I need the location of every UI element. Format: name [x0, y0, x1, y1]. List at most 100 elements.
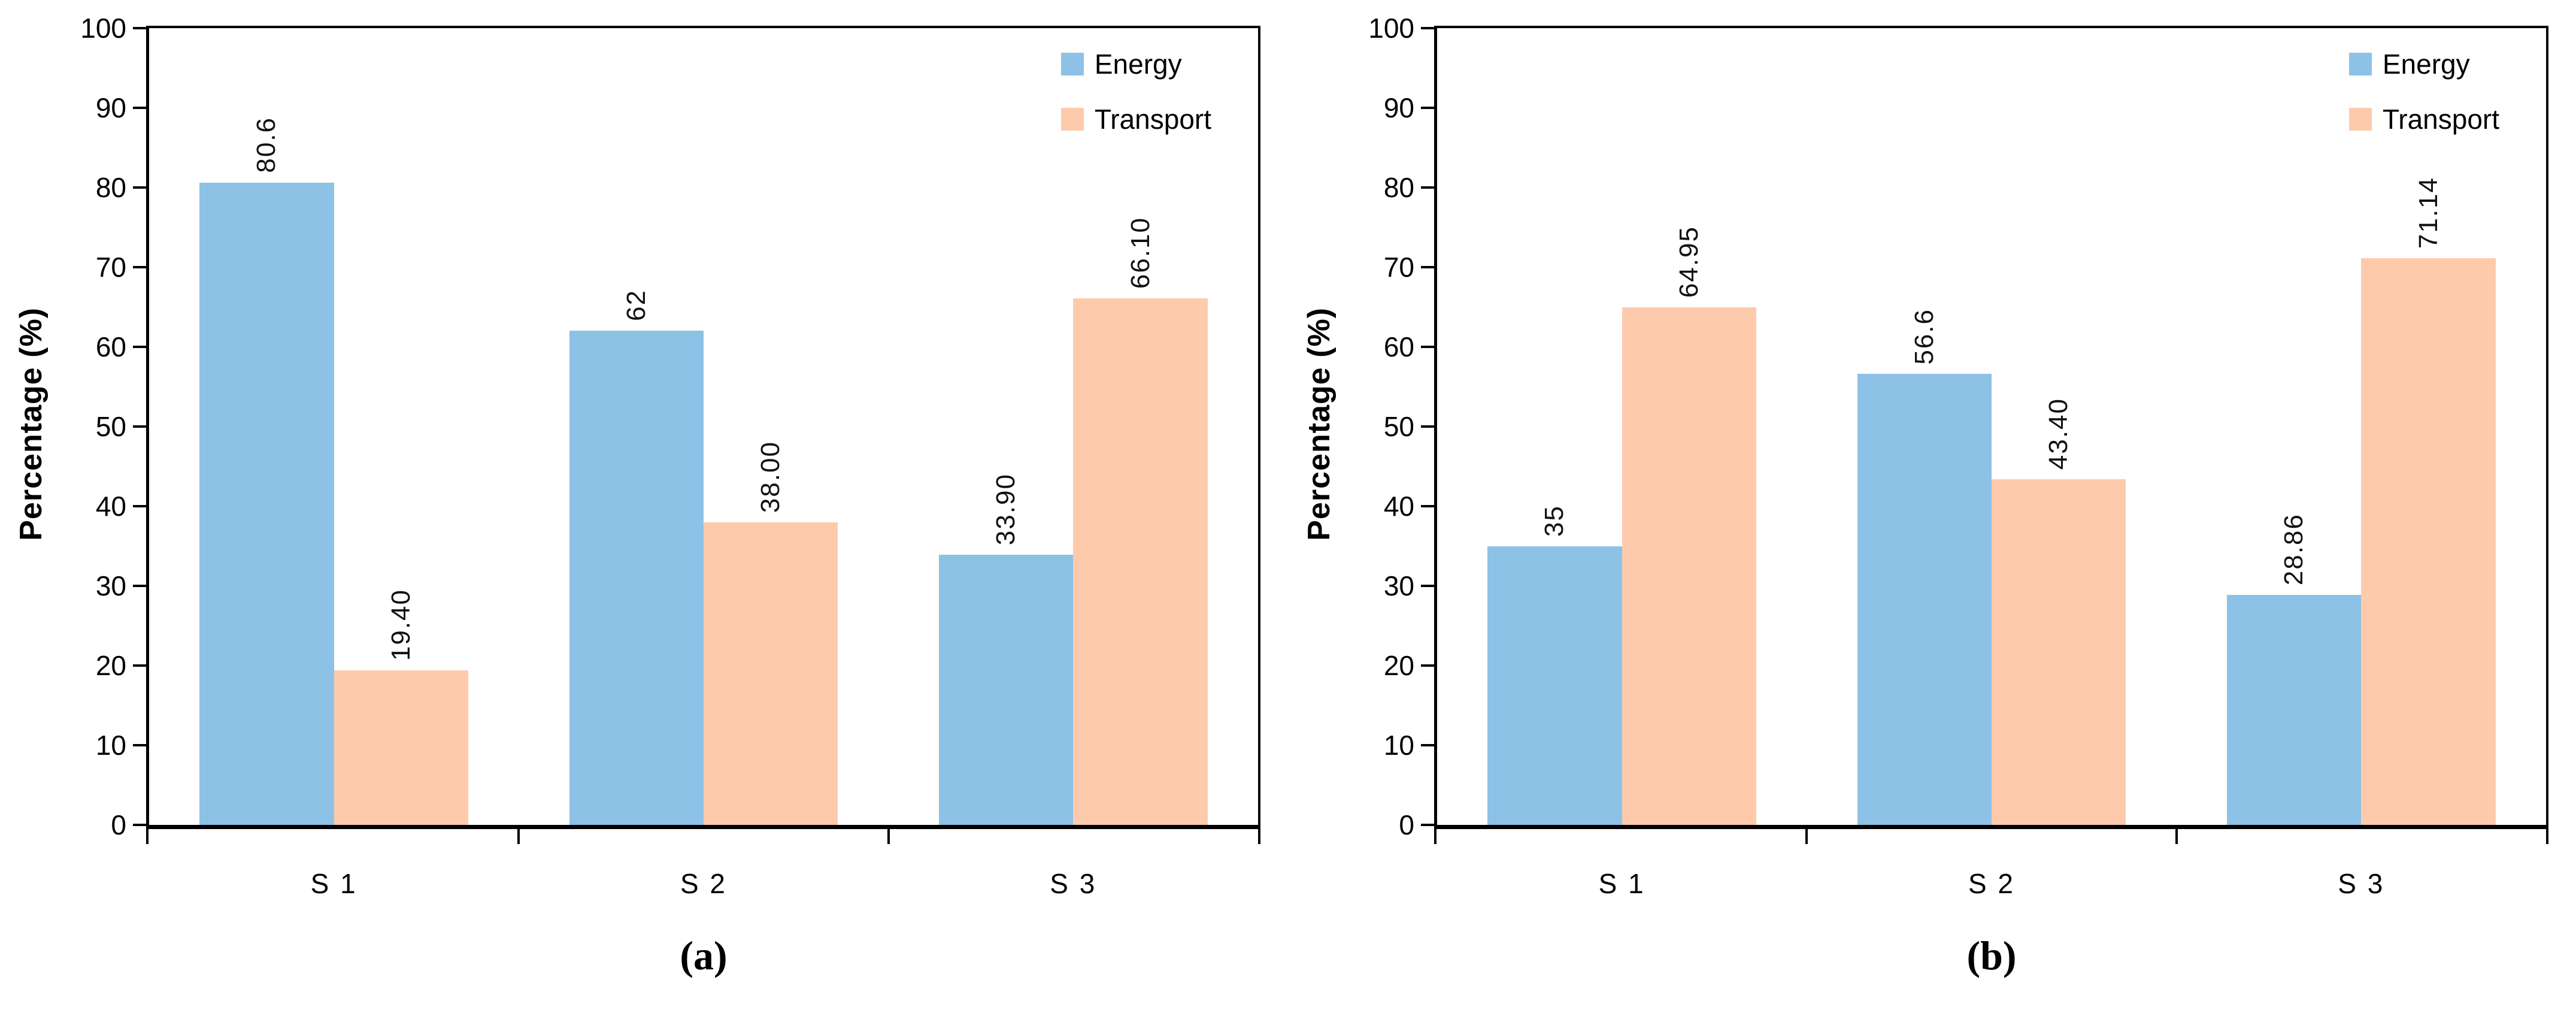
bar-transport-s1 — [1622, 307, 1757, 825]
bar-energy-s3 — [938, 555, 1074, 825]
x-axis-tick — [2546, 829, 2548, 844]
bar-value-label: 33.90 — [991, 473, 1021, 546]
legend-item-transport: Transport — [1060, 104, 1211, 135]
bar-value-label-wrap: 35 — [1487, 505, 1622, 537]
bar-value-label-wrap: 62 — [569, 289, 704, 321]
legend-b: Energy Transport — [2348, 49, 2499, 134]
y-axis-tick — [1421, 27, 1434, 29]
x-axis-category-labels-a: S 1 S 2 S 3 — [149, 867, 1258, 900]
y-axis-tick-label: 90 — [1383, 92, 1414, 123]
y-axis-tick — [133, 107, 146, 109]
y-axis-tick — [133, 186, 146, 189]
legend-label-energy: Energy — [1094, 49, 1182, 80]
bar-value-label-wrap: 66.10 — [1073, 217, 1207, 289]
y-axis-tick — [133, 505, 146, 507]
bar-transport-s1 — [334, 670, 469, 825]
bar-value-label: 62 — [621, 289, 651, 322]
bar-value-label: 35 — [1539, 504, 1569, 537]
x-category-label: S 2 — [1968, 868, 2016, 899]
y-axis-tick-label: 60 — [95, 331, 126, 362]
y-axis-tick — [1421, 744, 1434, 746]
energy-swatch — [1060, 53, 1084, 75]
y-axis-tick — [1421, 505, 1434, 507]
legend-a: Energy Transport — [1060, 49, 1211, 135]
chart-b: Percentage (%) Energy Transport 0 10 20 30 4… — [1288, 0, 2576, 1013]
bar-value-label-wrap: 19.40 — [334, 589, 468, 661]
y-axis-tick — [1421, 425, 1434, 428]
x-axis-tick — [1258, 829, 1260, 844]
legend-label-energy: Energy — [2382, 49, 2470, 80]
legend-item-energy: Energy — [1060, 49, 1211, 80]
y-axis-tick-label: 0 — [1399, 809, 1414, 840]
legend-item-transport: Transport — [2348, 105, 2499, 134]
bar-value-label: 80.6 — [251, 117, 281, 174]
panel-caption-a: (a) — [680, 933, 728, 978]
y-axis-tick-label: 70 — [95, 252, 126, 283]
y-axis-tick-label: 80 — [95, 172, 126, 203]
y-axis-tick-label: 20 — [1383, 650, 1414, 681]
bar-value-label: 56.6 — [1909, 308, 1939, 365]
bar-transport-s2 — [1992, 479, 2126, 825]
panel-caption-b: (b) — [1966, 933, 2017, 978]
x-category-label: S 2 — [680, 868, 728, 899]
bar-energy-s1 — [1487, 546, 1622, 825]
bar-value-label-wrap: 38.00 — [704, 441, 838, 513]
x-axis-tick — [2175, 829, 2178, 844]
y-axis-tick — [133, 664, 146, 667]
x-axis-tick — [887, 829, 890, 844]
bar-value-label: 38.00 — [756, 440, 786, 513]
bar-energy-s2 — [569, 331, 704, 825]
y-axis-tick — [1421, 107, 1434, 109]
bar-value-label-wrap: 56.6 — [1857, 309, 1992, 365]
bar-value-label-wrap: 28.86 — [2227, 513, 2361, 585]
plot-area-a: Energy Transport 0 10 20 30 40 50 60 70 80 90 100 8… — [80, 14, 1260, 844]
x-axis-tick — [517, 829, 520, 844]
y-axis-tick — [1421, 824, 1434, 826]
bar-transport-s3 — [1073, 298, 1208, 825]
y-axis-tick — [1421, 664, 1434, 667]
bar-energy-s3 — [2226, 595, 2362, 825]
bar-value-label-wrap: 80.6 — [199, 117, 334, 173]
transport-swatch — [1060, 108, 1084, 131]
y-axis-tick — [1421, 585, 1434, 587]
y-axis-tick — [133, 744, 146, 746]
y-axis-tick-label: 30 — [1383, 570, 1414, 601]
y-axis-tick-label: 100 — [1368, 13, 1414, 44]
bar-value-label-wrap: 64.95 — [1622, 226, 1756, 298]
x-category-label: S 1 — [310, 868, 357, 899]
bar-energy-s2 — [1857, 374, 1992, 825]
y-axis-tick — [133, 27, 146, 29]
y-axis-tick-label: 60 — [1383, 331, 1414, 362]
x-category-label: S 3 — [1050, 868, 1097, 899]
legend-label-transport: Transport — [1094, 104, 1211, 135]
y-axis-tick-label: 40 — [95, 491, 126, 522]
y-axis-tick-label: 40 — [1383, 491, 1414, 522]
y-axis-tick-label: 50 — [95, 411, 126, 442]
plot-area-b: Energy Transport 0 10 20 30 40 50 60 70 80 90 100 3… — [1368, 14, 2548, 844]
bar-value-label: 28.86 — [2279, 513, 2309, 586]
x-category-label: S 1 — [1598, 868, 1645, 899]
y-axis-tick-label: 20 — [95, 650, 126, 681]
x-axis-tick — [1434, 829, 1437, 844]
y-axis-tick — [133, 585, 146, 587]
bar-value-label: 71.14 — [2413, 176, 2443, 249]
legend-item-energy: Energy — [2348, 49, 2499, 80]
y-axis-tick-label: 30 — [95, 570, 126, 601]
energy-swatch — [2348, 53, 2372, 75]
bar-value-label-wrap: 33.90 — [939, 473, 1073, 545]
transport-swatch — [2348, 108, 2372, 131]
y-axis-tick-label: 70 — [1383, 252, 1414, 283]
y-axis-tick — [133, 346, 146, 348]
bar-value-label: 19.40 — [386, 588, 416, 661]
y-axis-tick — [133, 266, 146, 268]
bar-value-label: 43.40 — [2044, 397, 2074, 470]
bar-transport-s2 — [704, 522, 838, 825]
x-axis-tick — [146, 829, 149, 844]
y-axis-tick-label: 0 — [111, 809, 126, 840]
y-axis-tick — [133, 824, 146, 826]
y-axis-tick-label: 10 — [1383, 730, 1414, 761]
y-axis-tick — [1421, 186, 1434, 189]
bar-value-label: 64.95 — [1674, 226, 1704, 298]
y-axis-tick-label: 90 — [95, 92, 126, 123]
